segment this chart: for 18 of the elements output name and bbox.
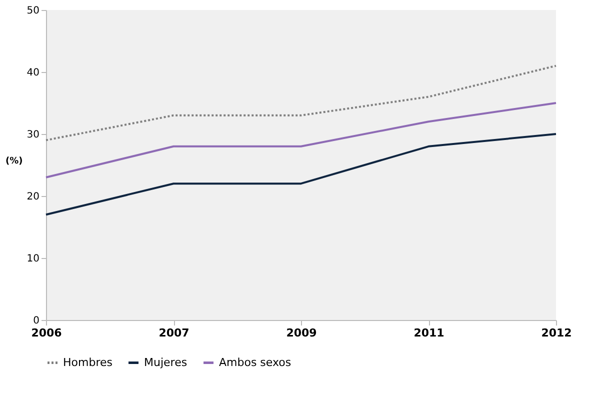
line-series [45, 133, 557, 216]
y-tick-label: 20 [26, 192, 40, 202]
x-tick-label: 2012 [541, 326, 572, 340]
y-tick-label: 10 [26, 254, 40, 264]
x-tick-label: 2011 [414, 326, 444, 340]
legend-label: Hombres [63, 356, 113, 369]
line-series [45, 64, 557, 142]
y-axis-title: (%) [6, 156, 23, 166]
x-tick-label: 2009 [286, 326, 317, 340]
x-tick-label: 2007 [158, 326, 190, 340]
x-tick-label: 2006 [31, 326, 62, 340]
line-series [45, 102, 557, 178]
y-tick-label: 40 [26, 68, 40, 78]
y-tick-label: 30 [26, 130, 40, 140]
legend-label: Mujeres [144, 356, 188, 369]
legend-label: Ambos sexos [219, 356, 292, 369]
y-tick-label: 50 [26, 6, 40, 16]
y-tick-label: 0 [33, 316, 40, 326]
